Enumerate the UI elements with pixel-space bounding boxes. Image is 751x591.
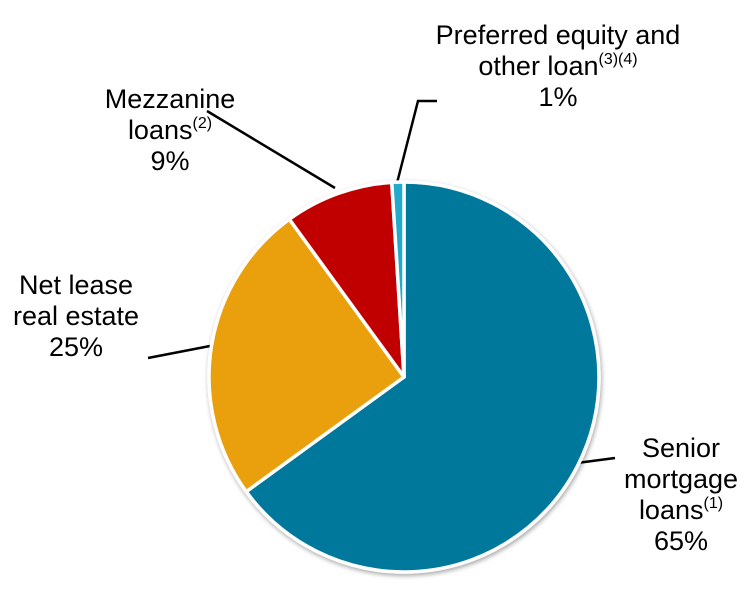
slice-label-text: mortgage <box>623 464 739 494</box>
leader-lines <box>147 99 616 465</box>
slice-label-line: Preferred equity and <box>408 20 708 51</box>
slice-percent-label: 9% <box>150 146 190 176</box>
slice-label-line: real estate <box>0 301 152 332</box>
slice-label-preferred-equity: Preferred equity and other loan(3)(4) 1% <box>408 20 708 113</box>
leader-line-mezz <box>206 109 336 190</box>
pie-slice-mezz <box>287 180 406 379</box>
slice-label-text: loans <box>638 495 704 525</box>
slice-label-text: Preferred equity and <box>435 20 681 50</box>
footnote-marker: (2) <box>192 115 213 132</box>
slice-label-text: Net lease <box>18 270 134 300</box>
slice-label-text: real estate <box>12 301 140 331</box>
slice-label-line: Mezzanine <box>88 84 252 115</box>
pie-slices <box>207 180 601 574</box>
leader-line-netlease <box>147 344 211 360</box>
pie-slice-preferred <box>390 180 406 379</box>
slice-label-mezzanine: Mezzanine loans(2) 9% <box>88 84 252 177</box>
slice-percent-label: 1% <box>538 82 578 112</box>
slice-label-text: other loan <box>478 51 599 81</box>
pie-slice-senior <box>244 180 601 574</box>
footnote-marker: (3)(4) <box>598 51 638 68</box>
slice-label-line: other loan(3)(4) <box>408 51 708 82</box>
leader-line-senior <box>576 456 616 465</box>
slice-label-net-lease: Net lease real estate 25% <box>0 270 152 363</box>
slice-label-line: loans(2) <box>88 115 252 146</box>
slice-percent-label: 65% <box>653 526 709 556</box>
slice-label-text: Senior <box>641 433 721 463</box>
slice-percent-label: 25% <box>48 332 104 362</box>
slice-label-line: Net lease <box>0 270 152 301</box>
slice-label-senior: Senior mortgage loans(1) 65% <box>612 433 750 557</box>
slice-label-line: loans(1) <box>612 495 750 526</box>
leader-line-preferred <box>395 99 437 184</box>
footnote-marker: (1) <box>703 495 724 512</box>
slice-label-text: Mezzanine <box>104 84 236 114</box>
slice-label-line: Senior <box>612 433 750 464</box>
slice-label-text: loans <box>127 115 193 145</box>
pie-slice-netlease <box>207 217 406 494</box>
slice-label-line: mortgage <box>612 464 750 495</box>
